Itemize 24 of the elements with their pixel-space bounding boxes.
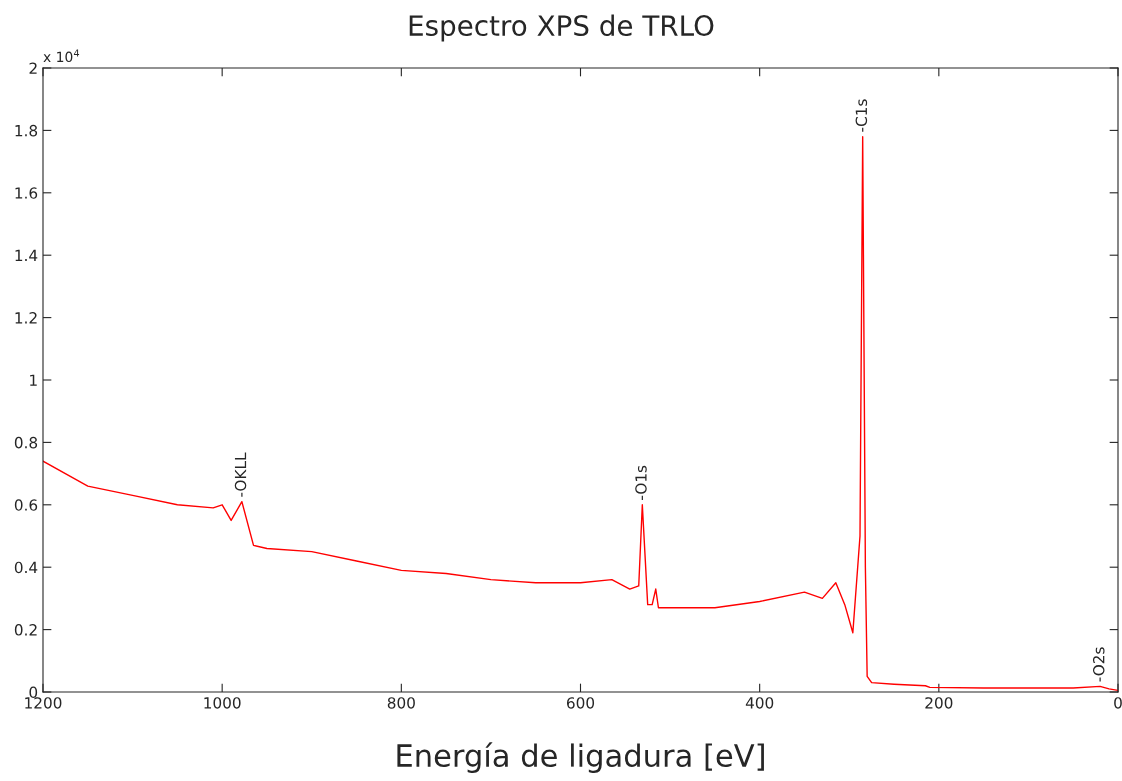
y-tick-label: 1.2 <box>15 312 37 324</box>
x-tick-label: 1000 <box>204 697 241 709</box>
x-tick-label: 0 <box>1114 697 1122 709</box>
annotation: -OKLL <box>234 452 247 497</box>
annotation: -C1s <box>855 99 868 132</box>
chart-title: Espectro XPS de TRLO <box>409 14 714 42</box>
y-tick-label: 1.6 <box>15 187 38 199</box>
x-tick-label: 200 <box>925 697 953 709</box>
x-tick-label: 800 <box>387 697 415 709</box>
text: x 10$^{4}$ <box>43 49 80 63</box>
x-tick-label: 400 <box>745 697 774 709</box>
y-tick-label: 2 <box>29 62 37 74</box>
y-tick-label: 0.6 <box>14 499 38 511</box>
annotation: -O1s <box>635 465 647 500</box>
annotation: -O2s <box>1092 647 1105 682</box>
x-tick-label: 600 <box>566 697 595 709</box>
x-tick-label: 1200 <box>25 697 62 709</box>
y-tick-label: 1 <box>30 374 37 386</box>
y-tick-label: 0.2 <box>14 624 37 636</box>
y-tick-label: 1.4 <box>15 249 38 261</box>
y-tick-label: 0.4 <box>14 561 38 574</box>
y-tick-label: 1.8 <box>15 124 38 137</box>
y-tick-label: 0.8 <box>14 436 38 449</box>
x-axis-title: Energía de ligadura [eV] <box>397 742 764 773</box>
